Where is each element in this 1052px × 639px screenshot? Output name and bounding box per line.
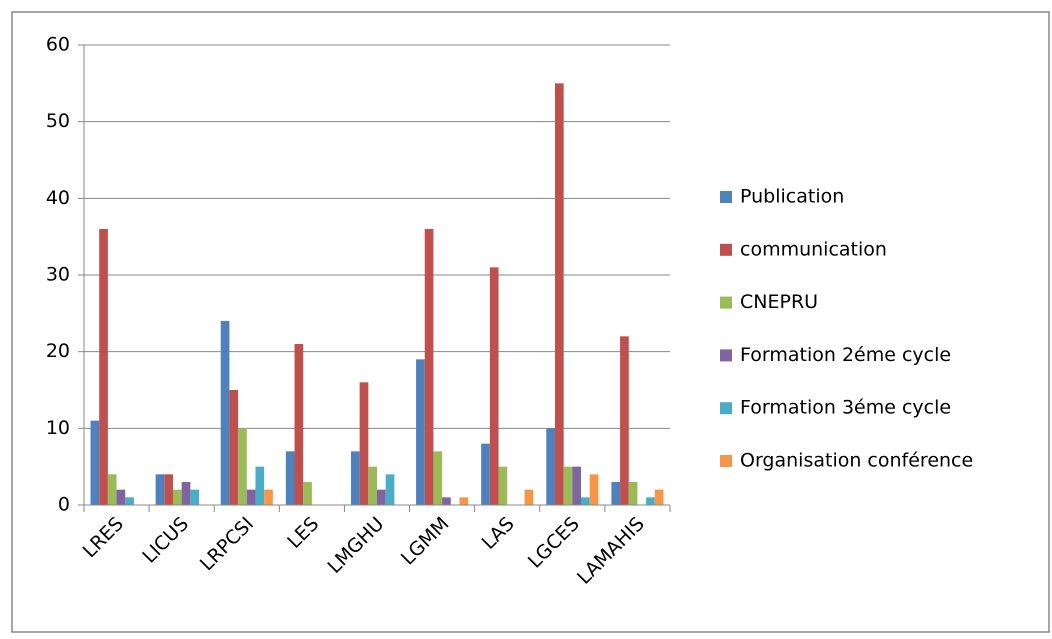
bar [589,474,599,505]
bar [628,482,638,505]
bar [481,443,490,505]
bar [424,229,434,505]
bar [164,474,173,505]
bar [489,267,499,505]
legend-label: Publication [740,186,844,208]
bar [220,321,230,505]
bar [554,83,564,505]
bar [620,336,629,505]
bar [181,482,191,505]
bar [377,489,386,505]
legend-swatch [720,402,732,415]
bar [116,489,126,505]
bar [546,428,555,505]
bar [255,466,265,505]
legend-label: communication [740,238,887,260]
bar [155,474,165,505]
bar [563,466,573,505]
y-tick-label: 40 [46,187,70,209]
bar [294,344,304,505]
bar [611,482,621,505]
y-tick-label: 10 [46,417,70,439]
bar [190,489,200,505]
bar [350,451,360,505]
legend-swatch [720,191,732,203]
legend-label: Formation 2éme cycle [740,344,951,366]
y-tick-label: 50 [46,110,70,132]
bar [433,451,443,505]
legend-label: CNEPRU [740,291,818,313]
bar [172,489,182,505]
bar [654,489,664,505]
bar [229,390,239,505]
bar [385,474,395,505]
bar [359,382,369,505]
bar [459,497,469,505]
bar [285,451,295,505]
legend-swatch [720,243,732,256]
legend-swatch [720,455,732,467]
bar [498,466,508,505]
legend-label: Formation 3éme cycle [740,397,951,419]
bar [125,497,134,505]
y-tick-label: 20 [46,340,70,362]
bar [303,482,312,505]
legend-swatch [720,296,732,309]
legend-label: Organisation conférence [740,450,973,472]
y-tick-label: 0 [58,494,70,516]
bar [238,428,247,505]
chart-border [11,11,1050,633]
bar [416,359,425,505]
legend-swatch [720,349,732,362]
y-tick-label: 30 [46,264,70,286]
bar [524,489,534,505]
bar [90,420,100,505]
bar [246,489,256,505]
bar [442,497,451,505]
bar [368,466,377,505]
y-tick-label: 60 [46,34,70,56]
bar [581,497,590,505]
bar [572,466,582,505]
bar [646,497,655,505]
bar [107,474,117,505]
bar [264,489,273,505]
bar [99,229,108,505]
